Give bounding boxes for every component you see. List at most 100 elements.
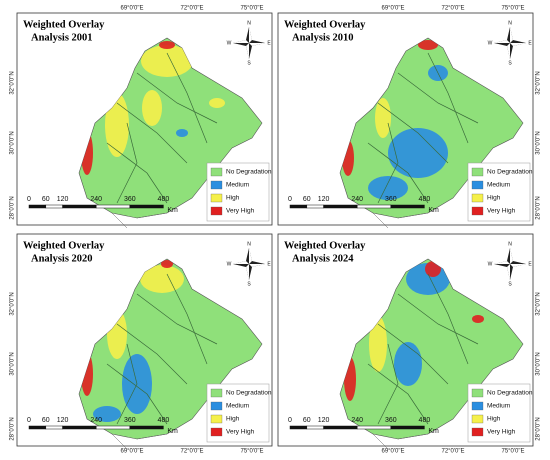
map: Weighted Overlay Analysis 2001 N S E W No Degr… <box>23 19 272 229</box>
longitude-label: 72°0'0"E <box>441 449 464 455</box>
map-title: Weighted Overlay <box>23 240 105 251</box>
map-title: Weighted Overlay <box>284 240 366 251</box>
map-title: Weighted Overlay <box>284 19 366 30</box>
latitude-label: 30°0'0"N <box>536 131 542 154</box>
compass-letter: W <box>227 261 232 267</box>
longitude-label: 69°0'0"E <box>120 6 143 12</box>
degradation-patch <box>209 98 225 108</box>
scale-segment <box>62 425 97 430</box>
legend-label: High <box>487 416 501 423</box>
legend-label: Very High <box>226 208 255 215</box>
district-boundaries <box>367 273 479 425</box>
legend-swatch <box>210 167 223 177</box>
degradation-patch <box>369 316 387 372</box>
legend-swatch <box>210 427 223 437</box>
longitude-label: 75°0'0"E <box>240 6 263 12</box>
legend-label: High <box>226 416 240 423</box>
legend-label: Medium <box>487 403 510 410</box>
longitude-label: 69°0'0"E <box>120 449 143 455</box>
compass-rose-light <box>233 27 265 59</box>
latitude-label: 28°0'0"N <box>536 417 542 440</box>
map-panel: 69°0'0"E 72°0'0"E 75°0'0"E 32°0'0"N 30°0'0"N… <box>10 233 273 455</box>
degradation-patch <box>141 45 193 77</box>
degradation-patch <box>161 260 173 268</box>
scale-unit: Km <box>167 428 178 435</box>
degradation-patch <box>418 40 438 50</box>
scale-label: 120 <box>57 417 69 424</box>
longitude-label: 69°0'0"E <box>381 6 404 12</box>
compass-rose <box>233 27 265 59</box>
latitude-label: 28°0'0"N <box>10 417 16 440</box>
degradation-patch <box>472 315 484 323</box>
scale-segment <box>28 425 47 430</box>
legend-swatch <box>210 414 223 424</box>
scale-label: 60 <box>303 196 311 203</box>
latitude-label: 32°0'0"N <box>10 71 16 94</box>
legend-swatch <box>210 193 223 203</box>
scale-label: 0 <box>288 196 292 203</box>
latitude-label: 30°0'0"N <box>536 352 542 375</box>
legend-label: No Degradation <box>487 169 533 176</box>
scale-segment <box>289 204 308 209</box>
scale-label: 240 <box>90 196 102 203</box>
longitude-label: 75°0'0"E <box>501 6 524 12</box>
legend-label: No Degradation <box>226 390 272 397</box>
compass-letter: E <box>267 40 271 46</box>
legend-label: Very High <box>226 429 255 436</box>
map: Weighted Overlay Analysis 2010 N S E W No Degr… <box>284 19 533 229</box>
scale-label: 360 <box>385 196 397 203</box>
compass-letter: N <box>508 20 512 26</box>
latitude-label: 28°0'0"N <box>10 196 16 219</box>
map-panel: 69°0'0"E 72°0'0"E 75°0'0"E 32°0'0"N 30°0'0"N… <box>277 233 542 455</box>
degradation-patch <box>368 176 408 200</box>
legend-label: No Degradation <box>487 390 533 397</box>
scale-segment <box>129 425 164 430</box>
map-title: Analysis 2010 <box>292 32 354 43</box>
compass-letter: N <box>247 241 251 247</box>
compass-letter: S <box>247 60 251 66</box>
legend-swatch <box>471 206 484 216</box>
scale-segment <box>323 425 358 430</box>
southern-outline <box>111 433 168 450</box>
longitude-label: 72°0'0"E <box>180 6 203 12</box>
scale-unit: Km <box>428 207 439 214</box>
legend-label: Medium <box>226 403 249 410</box>
latitude-label: 32°0'0"N <box>536 292 542 315</box>
compass-rose <box>233 248 265 280</box>
degradation-patch <box>394 342 422 386</box>
longitude-label: 75°0'0"E <box>240 449 263 455</box>
compass-letter: W <box>488 40 493 46</box>
scale-segment <box>129 204 164 209</box>
legend-swatch <box>471 427 484 437</box>
scale-label: 120 <box>318 196 330 203</box>
compass-letter: E <box>528 40 532 46</box>
compass-letter: N <box>247 20 251 26</box>
district-boundaries <box>106 52 218 204</box>
legend-label: Very High <box>487 429 516 436</box>
legend-swatch <box>471 388 484 398</box>
latitude-label: 30°0'0"N <box>10 131 16 154</box>
compass-letter: W <box>488 261 493 267</box>
legend-swatch <box>210 206 223 216</box>
scale-segment <box>306 204 324 209</box>
compass-rose <box>494 248 526 280</box>
southern-outline <box>372 433 429 450</box>
scale-label: 360 <box>385 417 397 424</box>
scale-segment <box>306 425 324 430</box>
latitude-label: 32°0'0"N <box>536 71 542 94</box>
legend-swatch <box>471 193 484 203</box>
legend-label: Medium <box>487 182 510 189</box>
scale-label: 240 <box>351 417 363 424</box>
scale-segment <box>289 425 308 430</box>
compass-rose-light <box>494 27 526 59</box>
scale-segment <box>62 204 97 209</box>
compass-letter: S <box>508 281 512 287</box>
compass-rose <box>494 27 526 59</box>
scale-label: 240 <box>351 196 363 203</box>
map-panel: 69°0'0"E 72°0'0"E 75°0'0"E 32°0'0"N 30°0'0"N… <box>10 6 273 229</box>
scale-label: 0 <box>288 417 292 424</box>
scale-label: 0 <box>27 417 31 424</box>
longitude-label: 69°0'0"E <box>381 449 404 455</box>
longitude-label: 72°0'0"E <box>180 449 203 455</box>
